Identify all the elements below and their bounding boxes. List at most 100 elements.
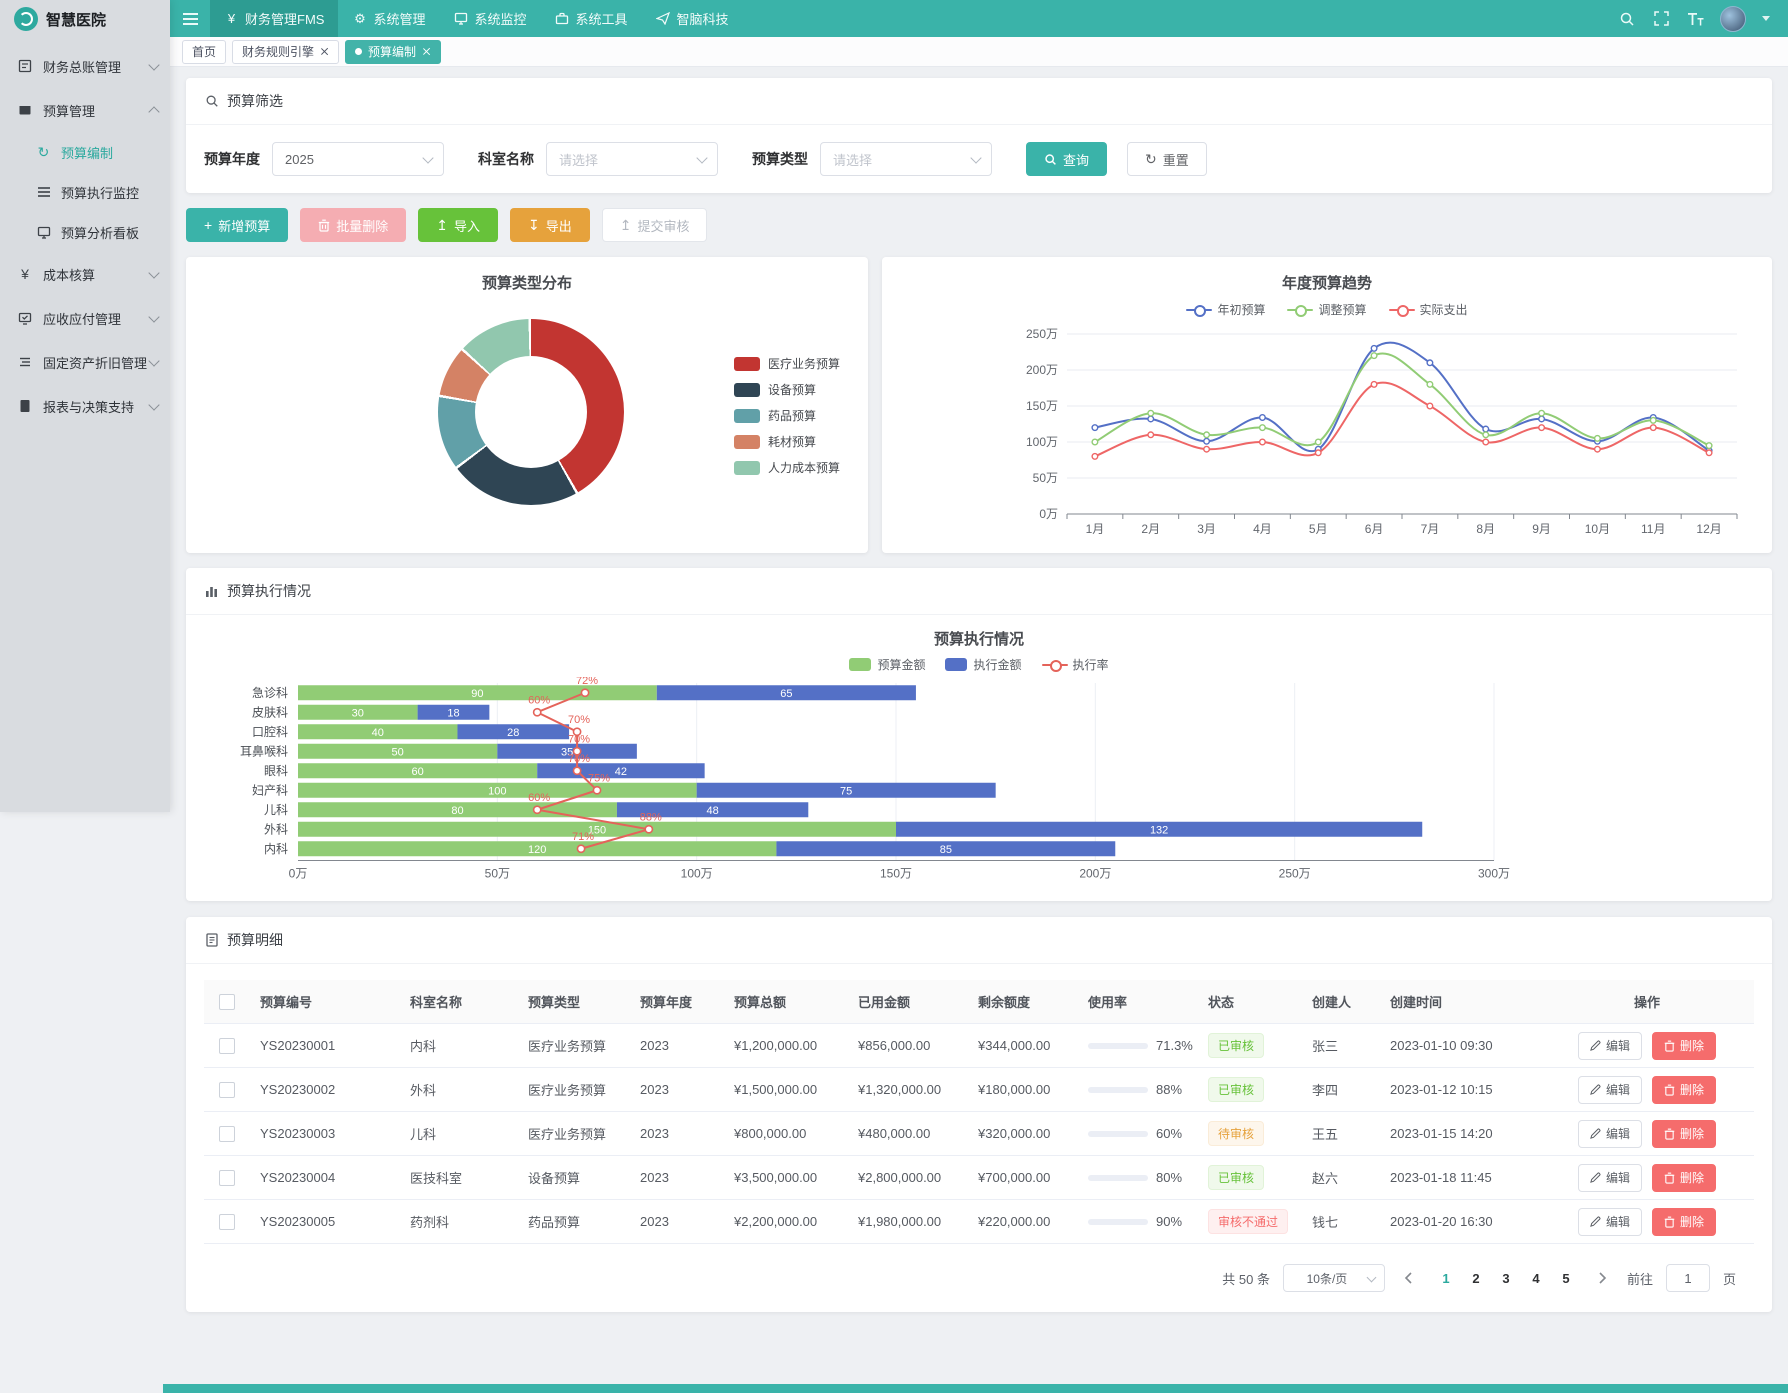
row-checkbox[interactable] — [219, 1213, 235, 1230]
sidebar-item-fixed-asset-depreciation[interactable]: 固定资产折旧管理 — [0, 340, 170, 384]
nav-item-finance-fms[interactable]: ¥ 财务管理FMS — [210, 0, 339, 37]
tab-budget-compilation[interactable]: 预算编制 — [345, 39, 442, 64]
pie-legend-item[interactable]: 医疗业务预算 — [733, 355, 840, 372]
export-button[interactable]: ↧ 导出 — [509, 208, 590, 242]
page-number[interactable]: 3 — [1502, 1270, 1510, 1286]
prev-page-button[interactable] — [1398, 1265, 1420, 1291]
edit-button[interactable]: 编辑 — [1577, 1163, 1642, 1192]
delete-button[interactable]: 删除 — [1652, 1163, 1717, 1192]
row-checkbox[interactable] — [219, 1125, 235, 1142]
edit-button[interactable]: 编辑 — [1577, 1031, 1642, 1060]
pie-legend-item[interactable]: 药品预算 — [733, 407, 840, 424]
sidebar-subitem-budget-compilation[interactable]: ↻ 预算编制 — [0, 132, 170, 172]
sidebar-collapse-button[interactable] — [170, 0, 210, 37]
select-all-checkbox[interactable] — [219, 993, 235, 1010]
sidebar-item-general-ledger[interactable]: 财务总账管理 — [0, 44, 170, 88]
fullscreen-icon[interactable] — [1652, 10, 1670, 28]
budget-year-label: 预算年度 — [204, 151, 260, 167]
svg-text:65: 65 — [780, 688, 792, 700]
submit-review-button[interactable]: ↥ 提交审核 — [601, 208, 708, 242]
legend-label: 执行金额 — [973, 658, 1022, 672]
cell-remaining: ¥320,000.00 — [968, 1111, 1078, 1156]
page-size-select[interactable]: 10条/页 — [1282, 1264, 1385, 1292]
sidebar-subitem-budget-execution-monitor[interactable]: 预算执行监控 — [0, 172, 170, 212]
delete-button[interactable]: 删除 — [1652, 1119, 1717, 1148]
page-number[interactable]: 4 — [1532, 1270, 1540, 1286]
sidebar-item-receivables-payables[interactable]: 应收应付管理 — [0, 296, 170, 340]
tab-close-icon[interactable] — [422, 47, 431, 56]
nav-item-label: 系统工具 — [575, 12, 628, 27]
document-icon — [17, 398, 33, 414]
line-chart[interactable]: 0万 50万 100万 150万 200万 250万 1月 2月 3月 4月 5月 6月 7月 8月 9月 1… — [887, 318, 1767, 553]
svg-text:40: 40 — [372, 727, 384, 739]
search-icon[interactable] — [1618, 10, 1636, 28]
sidebar-item-reports-decision-support[interactable]: 报表与决策支持 — [0, 384, 170, 428]
bar-legend-item-executed[interactable]: 执行金额 — [945, 656, 1022, 673]
edit-button[interactable]: 编辑 — [1577, 1207, 1642, 1236]
usage-label: 71.3% — [1156, 1038, 1193, 1053]
page-number[interactable]: 2 — [1472, 1270, 1480, 1286]
svg-text:200万: 200万 — [1079, 867, 1111, 881]
font-size-icon[interactable] — [1686, 10, 1704, 28]
paper-plane-icon — [656, 11, 671, 26]
budget-type-select[interactable]: 请选择 — [820, 142, 992, 176]
edit-button[interactable]: 编辑 — [1577, 1075, 1642, 1104]
cell-remaining: ¥220,000.00 — [968, 1199, 1078, 1244]
sidebar-item-cost-accounting[interactable]: ¥ 成本核算 — [0, 252, 170, 296]
bar-legend-item-budget[interactable]: 预算金额 — [849, 656, 925, 673]
row-checkbox[interactable] — [219, 1081, 235, 1098]
pie-legend-item[interactable]: 耗材预算 — [733, 433, 840, 450]
goto-suffix: 页 — [1722, 1271, 1736, 1287]
usage-rate: 90% — [1088, 1214, 1188, 1229]
bar-legend-item-rate[interactable]: 执行率 — [1041, 656, 1109, 673]
bar-chart[interactable]: 0万 50万 100万 150万 200万 250万 300万 急诊科 90 65 皮肤科 30 18 口… — [198, 677, 1760, 891]
next-page-button[interactable] — [1592, 1265, 1614, 1291]
filter-card-title: 预算筛选 — [227, 93, 283, 109]
nav-item-system-monitor[interactable]: 系统监控 — [439, 0, 540, 37]
row-checkbox[interactable] — [219, 1169, 235, 1186]
add-budget-button[interactable]: + 新增预算 — [186, 208, 289, 242]
delete-button[interactable]: 删除 — [1652, 1075, 1717, 1104]
edit-button[interactable]: 编辑 — [1577, 1119, 1642, 1148]
delete-button[interactable]: 删除 — [1652, 1031, 1717, 1060]
sidebar-menu: 财务总账管理 预算管理 ↻ 预算编制 预算执行监控 — [0, 38, 170, 428]
page-number[interactable]: 5 — [1562, 1270, 1570, 1286]
department-select[interactable]: 请选择 — [546, 142, 718, 176]
legend-label: 实际支出 — [1419, 303, 1468, 317]
row-checkbox[interactable] — [219, 1037, 235, 1054]
nav-item-system-tools[interactable]: 系统工具 — [540, 0, 641, 37]
nav-item-system-management[interactable]: ⚙ 系统管理 — [338, 0, 439, 37]
pie-legend-item[interactable]: 人力成本预算 — [733, 459, 840, 476]
svg-text:11月: 11月 — [1641, 522, 1665, 536]
pencil-icon — [1590, 1128, 1601, 1139]
budget-year-select[interactable]: 2025 — [272, 142, 444, 176]
chevron-down-icon — [148, 58, 160, 71]
line-legend-item[interactable]: 实际支出 — [1388, 301, 1468, 318]
page-number[interactable]: 1 — [1442, 1270, 1450, 1286]
goto-page-input[interactable] — [1665, 1264, 1710, 1292]
tab-home[interactable]: 首页 — [182, 39, 227, 64]
delete-button[interactable]: 删除 — [1652, 1207, 1717, 1236]
line-legend-item[interactable]: 调整预算 — [1287, 301, 1367, 318]
tab-finance-rule-engine[interactable]: 财务规则引擎 — [232, 39, 340, 64]
cell-budget-id: YS20230003 — [250, 1111, 400, 1156]
tab-close-icon[interactable] — [320, 47, 329, 56]
user-menu-caret-icon[interactable] — [1762, 16, 1770, 21]
batch-delete-button[interactable]: 批量删除 — [300, 208, 407, 242]
sidebar-subitem-budget-analysis-board[interactable]: 预算分析看板 — [0, 212, 170, 252]
cell-creator: 李四 — [1302, 1067, 1380, 1112]
pie-legend-item[interactable]: 设备预算 — [733, 381, 840, 398]
app-logo[interactable]: 智慧医院 — [0, 0, 170, 38]
reset-button[interactable]: ↻ 重置 — [1127, 142, 1207, 176]
sidebar-item-budget-management[interactable]: 预算管理 — [0, 88, 170, 132]
line-marker-icon — [1287, 304, 1314, 317]
ledger-icon — [17, 58, 33, 74]
line-marker-icon — [1186, 304, 1213, 317]
line-legend-item[interactable]: 年初预算 — [1186, 301, 1265, 318]
add-budget-label: 新增预算 — [218, 218, 271, 234]
budget-type-distribution-card: 预算类型分布 医疗业务预算 设备预算 药品预算 耗材预算 人力成本预算 — [186, 257, 868, 553]
query-button[interactable]: 查询 — [1026, 142, 1108, 176]
nav-item-smart-brain[interactable]: 智脑科技 — [642, 0, 743, 37]
user-avatar[interactable] — [1720, 5, 1746, 32]
import-button[interactable]: ↥ 导入 — [418, 208, 498, 242]
